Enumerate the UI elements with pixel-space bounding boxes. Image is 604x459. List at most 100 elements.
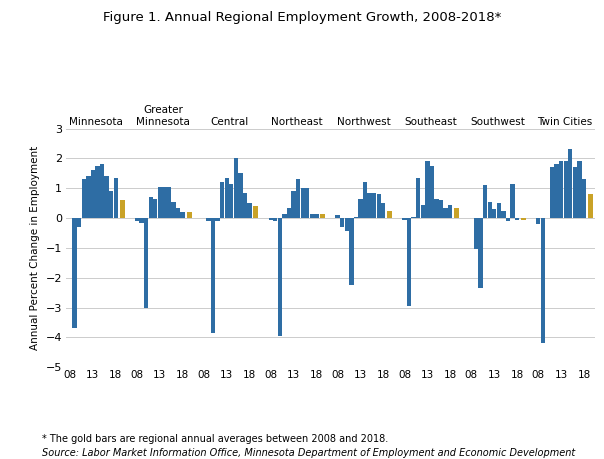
- Bar: [234, 158, 238, 218]
- Bar: [501, 211, 506, 218]
- Text: Northeast: Northeast: [271, 117, 323, 127]
- Text: Southwest: Southwest: [470, 117, 525, 127]
- Bar: [411, 217, 416, 218]
- Bar: [573, 168, 577, 218]
- Bar: [492, 209, 496, 218]
- Bar: [216, 218, 220, 221]
- Text: Central: Central: [211, 117, 249, 127]
- Bar: [273, 218, 277, 221]
- Bar: [158, 187, 162, 218]
- Bar: [402, 218, 406, 219]
- Bar: [144, 218, 149, 308]
- Text: * The gold bars are regional annual averages between 2008 and 2018.: * The gold bars are regional annual aver…: [42, 434, 388, 444]
- Bar: [554, 164, 559, 218]
- Bar: [104, 176, 109, 218]
- Bar: [541, 218, 545, 343]
- Bar: [162, 187, 167, 218]
- Bar: [506, 218, 510, 221]
- Bar: [220, 182, 224, 218]
- Bar: [510, 184, 515, 218]
- Bar: [314, 213, 318, 218]
- Bar: [287, 207, 291, 218]
- Bar: [310, 213, 314, 218]
- Bar: [536, 218, 541, 224]
- Bar: [496, 203, 501, 218]
- Bar: [238, 174, 243, 218]
- Bar: [478, 218, 483, 288]
- Bar: [381, 203, 385, 218]
- Bar: [376, 194, 381, 218]
- Text: Greater
Minnesota: Greater Minnesota: [136, 106, 190, 127]
- Bar: [559, 162, 564, 218]
- Bar: [86, 176, 91, 218]
- Bar: [100, 164, 104, 218]
- Y-axis label: Annual Percent Change in Employment: Annual Percent Change in Employment: [30, 146, 40, 350]
- Bar: [521, 218, 526, 219]
- Bar: [254, 206, 259, 218]
- Text: Source: Labor Market Information Office, Minnesota Department of Employment and : Source: Labor Market Information Office,…: [42, 448, 576, 458]
- Bar: [430, 166, 434, 218]
- Text: Northwest: Northwest: [337, 117, 391, 127]
- Bar: [95, 166, 100, 218]
- Bar: [269, 218, 273, 219]
- Bar: [439, 200, 443, 218]
- Text: Figure 1. Annual Regional Employment Growth, 2008-2018*: Figure 1. Annual Regional Employment Gro…: [103, 11, 501, 24]
- Bar: [354, 217, 358, 218]
- Bar: [109, 191, 114, 218]
- Bar: [387, 211, 392, 218]
- Bar: [340, 218, 344, 227]
- Bar: [282, 213, 287, 218]
- Bar: [243, 193, 247, 218]
- Bar: [167, 187, 171, 218]
- Bar: [474, 218, 478, 249]
- Bar: [91, 170, 95, 218]
- Bar: [225, 178, 229, 218]
- Bar: [358, 199, 362, 218]
- Bar: [335, 215, 340, 218]
- Bar: [229, 184, 233, 218]
- Bar: [77, 218, 82, 227]
- Bar: [448, 205, 452, 218]
- Bar: [149, 197, 153, 218]
- Bar: [588, 194, 593, 218]
- Bar: [407, 218, 411, 306]
- Bar: [577, 162, 582, 218]
- Bar: [211, 218, 215, 333]
- Bar: [135, 218, 139, 221]
- Bar: [140, 218, 144, 223]
- Bar: [568, 150, 573, 218]
- Bar: [181, 212, 185, 218]
- Bar: [564, 162, 568, 218]
- Bar: [434, 199, 439, 218]
- Bar: [443, 207, 448, 218]
- Bar: [363, 182, 367, 218]
- Bar: [187, 212, 191, 218]
- Bar: [416, 178, 420, 218]
- Bar: [176, 207, 180, 218]
- Bar: [483, 185, 487, 218]
- Bar: [172, 202, 176, 218]
- Bar: [454, 207, 459, 218]
- Bar: [291, 191, 296, 218]
- Bar: [425, 162, 429, 218]
- Bar: [72, 218, 77, 329]
- Bar: [420, 205, 425, 218]
- Bar: [206, 218, 211, 221]
- Bar: [345, 218, 349, 231]
- Bar: [305, 188, 309, 218]
- Bar: [515, 218, 519, 219]
- Bar: [372, 193, 376, 218]
- Bar: [278, 218, 282, 336]
- Bar: [153, 199, 158, 218]
- Bar: [487, 202, 492, 218]
- Text: Twin Cities: Twin Cities: [537, 117, 592, 127]
- Text: Southeast: Southeast: [404, 117, 457, 127]
- Bar: [114, 178, 118, 218]
- Bar: [320, 213, 326, 218]
- Bar: [296, 179, 300, 218]
- Bar: [349, 218, 353, 285]
- Bar: [582, 179, 586, 218]
- Bar: [301, 188, 305, 218]
- Text: Minnesota: Minnesota: [69, 117, 123, 127]
- Bar: [120, 200, 124, 218]
